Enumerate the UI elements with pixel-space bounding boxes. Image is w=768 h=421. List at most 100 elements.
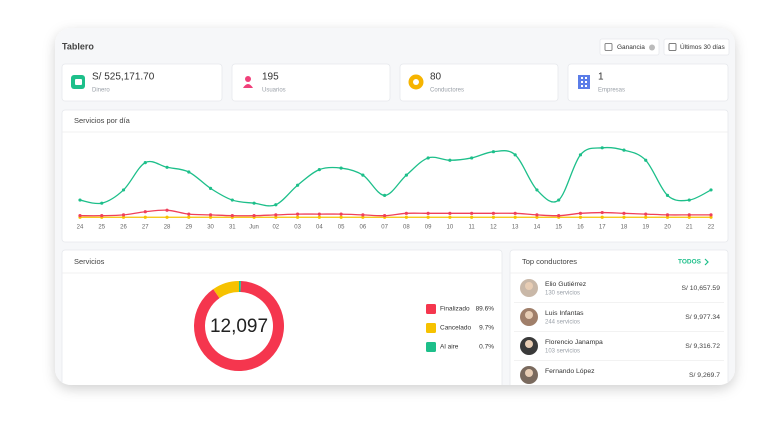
data-point xyxy=(361,215,365,219)
data-point xyxy=(274,203,278,207)
data-point xyxy=(535,213,539,217)
icon xyxy=(245,76,251,82)
x-tick-label: 21 xyxy=(686,225,693,231)
donut-slice xyxy=(238,281,241,293)
x-tick-label: 06 xyxy=(360,225,367,231)
data-point xyxy=(470,215,474,219)
driver-row[interactable]: Florencio Janampa 103 servicios S/ 9,316.7… xyxy=(514,331,724,356)
data-point xyxy=(208,215,213,219)
kpi-row: S/ 525,171.70 Dinero 195 Usuarios 80 Conducto… xyxy=(61,63,729,102)
x-tick-label: 11 xyxy=(469,225,476,231)
series-line xyxy=(79,209,711,217)
kpi-value: 80 xyxy=(430,72,442,83)
data-point xyxy=(165,215,169,219)
earnings-toggle[interactable]: Ganancia xyxy=(599,38,660,56)
toggle-label: Ganancia xyxy=(617,44,645,51)
data-point xyxy=(187,212,191,216)
x-tick-label: 19 xyxy=(642,225,649,231)
icon xyxy=(578,75,590,89)
data-point xyxy=(600,215,604,219)
kpi-icon xyxy=(243,76,253,88)
x-tick-label: 24 xyxy=(77,225,84,231)
x-tick-label: 29 xyxy=(185,225,192,231)
data-point xyxy=(687,198,691,202)
x-tick-label: 22 xyxy=(708,225,715,231)
x-tick-label: 03 xyxy=(294,225,301,231)
kpi-card-bg xyxy=(567,63,729,102)
kpi-value: 195 xyxy=(262,72,279,83)
data-point xyxy=(143,215,147,219)
kpi-label: Dinero xyxy=(92,88,110,94)
donut-center-label: 12,097 xyxy=(210,316,268,337)
x-tick-label: 26 xyxy=(120,225,127,231)
kpi-label: Empresas xyxy=(598,88,625,94)
data-point xyxy=(274,215,278,219)
data-point xyxy=(535,188,539,192)
data-point xyxy=(317,215,321,219)
icon xyxy=(75,79,82,85)
driver-name: Florencio Janampa xyxy=(545,339,603,346)
x-tick-label: 15 xyxy=(555,225,562,231)
avatar-face xyxy=(525,369,533,377)
data-point xyxy=(383,193,387,197)
driver-row[interactable]: Fernando López S/ 9,269.7 xyxy=(514,360,724,385)
data-point xyxy=(143,210,147,214)
data-point xyxy=(230,198,234,202)
data-point xyxy=(100,214,104,218)
avatar-face xyxy=(525,282,533,290)
data-point xyxy=(665,193,670,197)
data-point xyxy=(426,215,430,219)
data-point xyxy=(448,211,452,215)
data-point xyxy=(339,215,343,219)
data-point xyxy=(187,215,191,219)
data-point xyxy=(121,215,126,219)
driver-row[interactable]: Luis Infantas 244 servicios S/ 9,977.34 xyxy=(514,302,724,327)
data-point xyxy=(622,211,626,215)
data-point xyxy=(100,201,104,205)
data-point xyxy=(491,215,496,219)
kpi-card-bg xyxy=(399,63,559,102)
x-tick-label: Jun xyxy=(249,225,259,231)
icon xyxy=(585,77,587,79)
x-tick-label: 13 xyxy=(512,225,519,231)
data-point xyxy=(165,208,169,212)
data-point xyxy=(622,148,626,152)
donut-slice xyxy=(213,281,239,299)
x-tick-label: 08 xyxy=(403,225,410,231)
data-point xyxy=(644,158,648,162)
data-point xyxy=(404,215,408,219)
data-point xyxy=(361,213,365,217)
see-all-link[interactable]: TODOS xyxy=(678,258,709,266)
legend-swatch xyxy=(426,323,436,333)
driver-services: 103 servicios xyxy=(545,349,580,355)
driver-amount: S/ 9,316.72 xyxy=(685,343,720,350)
x-tick-label: 12 xyxy=(490,225,497,231)
see-all-label[interactable]: TODOS xyxy=(678,259,702,266)
x-tick-label: 02 xyxy=(272,225,279,231)
data-point xyxy=(513,211,517,215)
data-point xyxy=(709,213,713,217)
icon xyxy=(581,77,583,79)
date-range-button[interactable]: Últimos 30 días xyxy=(663,38,730,56)
data-point xyxy=(252,214,256,218)
driver-services: 130 servicios xyxy=(545,291,580,297)
x-tick-label: 04 xyxy=(316,225,323,231)
driver-amount: S/ 10,657.59 xyxy=(681,285,720,292)
kpi-card-bg xyxy=(61,63,223,102)
icon xyxy=(585,85,587,87)
icon xyxy=(585,81,587,83)
data-point xyxy=(665,215,670,219)
driver-name: Elio Gutiérrez xyxy=(545,281,587,288)
driver-row[interactable]: Elio Gutiérrez 130 servicios S/ 10,657.59 xyxy=(520,279,720,297)
data-point xyxy=(165,165,169,169)
legend-swatch xyxy=(426,304,436,314)
data-point xyxy=(470,156,474,160)
data-point xyxy=(383,214,387,218)
drivers-panel xyxy=(509,249,729,385)
data-point xyxy=(578,211,583,215)
page-title: Tablero xyxy=(62,41,94,51)
kpi-label: Conductores xyxy=(430,88,464,94)
content: Tablero Ganancia Últimos 30 días S/ 525,… xyxy=(61,38,730,385)
data-point xyxy=(404,211,408,215)
x-tick-label: 27 xyxy=(142,225,149,231)
